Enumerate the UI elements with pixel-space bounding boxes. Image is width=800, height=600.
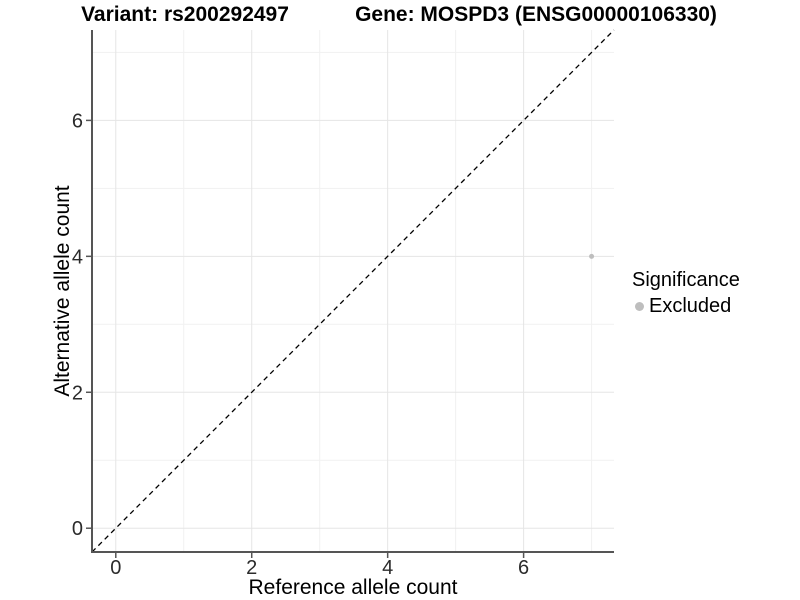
x-tick-label: 6 (518, 557, 529, 579)
legend: Significance Excluded (632, 269, 740, 318)
x-tick-label: 2 (246, 557, 257, 579)
x-tick-label: 0 (110, 557, 121, 579)
plot-title-variant: Variant: rs200292497 (81, 3, 289, 26)
y-tick-label: 4 (72, 246, 83, 268)
x-tick-label: 4 (382, 557, 393, 579)
y-tick-label: 6 (72, 110, 83, 132)
excluded-point-icon (635, 302, 644, 311)
legend-title: Significance (632, 269, 740, 291)
legend-item-excluded: Excluded (632, 295, 740, 318)
y-tick-label: 2 (72, 382, 83, 404)
y-axis-title: Alternative allele count (51, 185, 74, 397)
y-tick-label: 0 (72, 518, 83, 540)
plot-title-gene: Gene: MOSPD3 (ENSG00000106330) (355, 3, 717, 26)
x-axis-title: Reference allele count (248, 576, 458, 599)
identity-line (91, 29, 615, 553)
legend-item-label: Excluded (649, 295, 732, 317)
data-point (589, 253, 595, 259)
